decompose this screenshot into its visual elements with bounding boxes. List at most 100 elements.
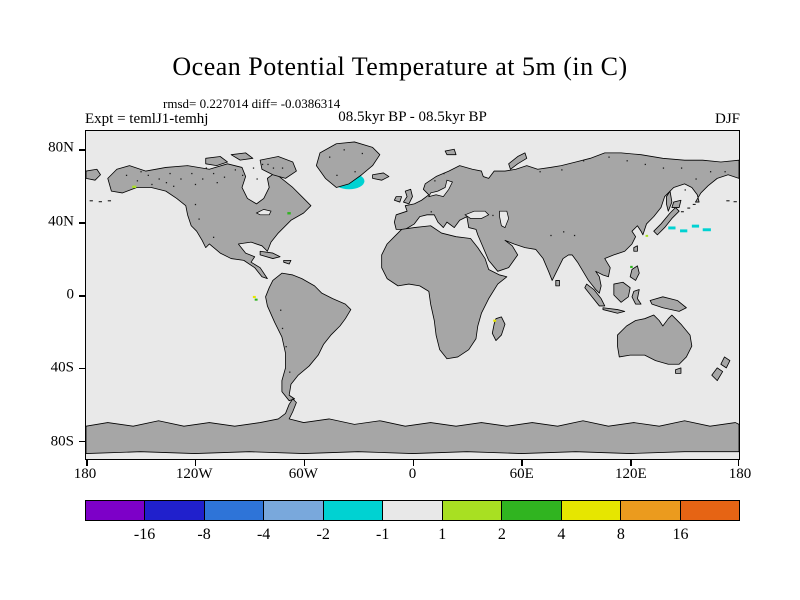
world-map-svg bbox=[86, 131, 739, 459]
x-tick-mark bbox=[194, 459, 197, 466]
x-tick-mark bbox=[630, 459, 632, 466]
island-greenland bbox=[315, 141, 381, 188]
island-hokkaido bbox=[671, 199, 682, 208]
anomaly-philippines-speck bbox=[630, 265, 633, 269]
anomaly-japan-dash bbox=[702, 228, 711, 232]
island-new-guinea bbox=[649, 296, 687, 312]
y-tick-label: 80S bbox=[50, 433, 74, 450]
great-lakes bbox=[255, 208, 272, 216]
colorbar-tick-label: 2 bbox=[497, 526, 506, 543]
island-novaya-zemlya bbox=[508, 152, 528, 170]
colorbar-labels: -16 -8 -4 -2 -1 1 2 4 8 16 bbox=[85, 526, 740, 548]
island-tasmania bbox=[675, 367, 682, 374]
anomaly-alaska-speck bbox=[132, 185, 137, 189]
x-tick-label: 120E bbox=[614, 466, 647, 482]
x-tick-mark bbox=[737, 459, 739, 466]
y-tick-mark bbox=[79, 295, 86, 297]
continent-australia bbox=[617, 314, 693, 365]
colorbar-tick-label: 1 bbox=[438, 526, 447, 543]
anomaly-korea-strait-speck bbox=[645, 234, 649, 237]
stats-line: rmsd= 0.227014 diff= -0.0386314 bbox=[163, 96, 341, 111]
continent-eurasia bbox=[393, 152, 739, 294]
y-tick-label: 40S bbox=[50, 359, 74, 376]
island-new-zealand-south bbox=[711, 367, 724, 382]
island-sulawesi bbox=[631, 289, 642, 305]
x-tick-label: 180 bbox=[728, 466, 752, 482]
arctic-islands bbox=[230, 152, 254, 161]
island-java bbox=[602, 307, 626, 314]
colorbar-segment bbox=[204, 501, 265, 520]
continent-north-america bbox=[107, 163, 312, 280]
colorbar-segment bbox=[442, 501, 503, 520]
island-sumatra bbox=[584, 283, 606, 307]
y-tick-mark bbox=[79, 367, 86, 370]
map-plot bbox=[79, 130, 740, 466]
continent-africa bbox=[381, 225, 508, 360]
colorbar-segment bbox=[264, 501, 324, 520]
island-borneo bbox=[613, 281, 631, 303]
baltic-sea bbox=[428, 179, 453, 198]
anomaly-peru-speck bbox=[254, 298, 258, 301]
continent-antarctica bbox=[86, 398, 739, 454]
y-tick-label: 40N bbox=[48, 213, 74, 230]
colorbar bbox=[85, 500, 740, 521]
y-axis-labels: 80N 40N 0 40S 80S bbox=[30, 130, 78, 460]
land-group bbox=[86, 141, 739, 454]
anomaly-japan-dash bbox=[668, 226, 676, 230]
x-tick-mark bbox=[412, 459, 414, 466]
island-iceland bbox=[372, 172, 390, 181]
y-tick-mark bbox=[79, 440, 86, 443]
colorbar-tick-label: -2 bbox=[316, 526, 330, 543]
y-tick-mark bbox=[79, 222, 86, 224]
island-japan bbox=[653, 207, 680, 236]
y-tick-label: 0 bbox=[66, 286, 75, 303]
anomaly-ecuador-speck bbox=[252, 295, 256, 299]
colorbar-segment bbox=[86, 501, 146, 520]
island-taiwan bbox=[633, 245, 638, 252]
x-tick-label: 0 bbox=[408, 466, 417, 482]
x-tick-mark bbox=[521, 459, 523, 466]
island-new-zealand-north bbox=[720, 356, 731, 369]
arctic-islands bbox=[205, 156, 228, 167]
island-cuba bbox=[259, 250, 281, 259]
inland-seas-group bbox=[255, 179, 510, 229]
continent-south-america bbox=[265, 272, 352, 402]
caspian-sea bbox=[499, 210, 510, 229]
figure-title: Ocean Potential Temperature at 5m (in C) bbox=[172, 52, 628, 81]
anomaly-japan-dash bbox=[691, 224, 700, 228]
island-sakhalin bbox=[666, 190, 673, 212]
colorbar-tick-label: 8 bbox=[616, 526, 625, 543]
anomaly-newfoundland-speck bbox=[287, 212, 291, 215]
chukotka-wrap-left-edge bbox=[86, 168, 101, 181]
black-sea bbox=[464, 210, 490, 219]
anomaly-madagascar-speck bbox=[493, 319, 497, 322]
x-tick-label: 60E bbox=[509, 466, 534, 482]
x-tick-label: 180 bbox=[73, 466, 97, 482]
colorbar-tick-label: -4 bbox=[256, 526, 271, 543]
island-madagascar bbox=[491, 316, 506, 341]
x-tick-label: 120W bbox=[175, 466, 213, 482]
colorbar-tick-label: -8 bbox=[197, 526, 211, 543]
island-svalbard bbox=[444, 148, 457, 156]
island-britain bbox=[403, 188, 413, 205]
colorbar-segment bbox=[680, 501, 739, 520]
colorbar-tick-label: -16 bbox=[133, 526, 156, 543]
colorbar-segment bbox=[621, 501, 681, 520]
colorbar-segment bbox=[145, 501, 205, 520]
island-ireland bbox=[393, 196, 403, 203]
y-tick-mark bbox=[79, 149, 86, 151]
land-texture bbox=[89, 149, 737, 373]
season-label: DJF bbox=[714, 111, 740, 127]
colorbar-tick-label: 16 bbox=[672, 526, 689, 543]
colorbar-tick-label: 4 bbox=[557, 526, 566, 543]
colorbar-segment bbox=[502, 501, 562, 520]
x-tick-mark bbox=[303, 459, 306, 466]
x-tick-label: 60W bbox=[288, 466, 318, 482]
island-baffin bbox=[259, 156, 297, 179]
colorbar-segment bbox=[323, 501, 384, 520]
island-hispaniola bbox=[283, 259, 292, 265]
x-axis-labels: 180 120W 60W 0 60E 120E 180 bbox=[74, 466, 752, 486]
island-philippines bbox=[629, 265, 640, 281]
anomaly-positive-group bbox=[132, 185, 649, 322]
